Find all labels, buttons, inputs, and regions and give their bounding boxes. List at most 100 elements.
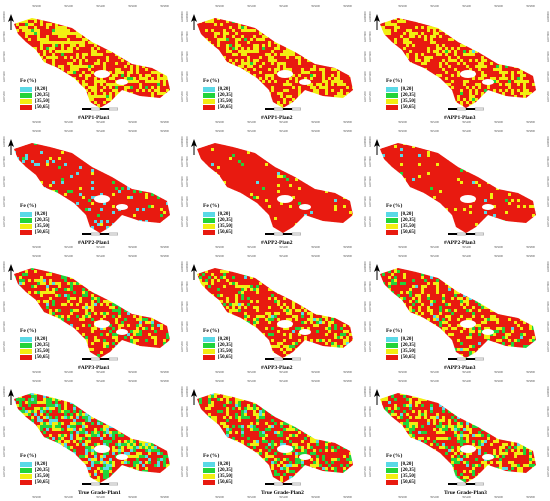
legend-title: Fe (%): [203, 203, 233, 209]
y-tick-label: 4207800: [2, 282, 6, 293]
unmined-area: [94, 195, 110, 203]
x-tick-label: 395800: [160, 370, 169, 374]
grade-map: [14, 268, 170, 358]
y-tick-label: 4207600: [185, 302, 189, 313]
x-tick-label: 395000: [398, 4, 407, 8]
legend-label: [50,65]: [35, 105, 50, 110]
map-panel-p7: 395000 395000 395200 395200 395400 395400 3956…: [2, 252, 184, 376]
x-tick-label: 395600: [128, 120, 137, 124]
x-tick-label: 395800: [160, 379, 169, 383]
x-tick-label: 395000: [398, 120, 407, 124]
legend-label: [0,20]: [401, 212, 413, 217]
legend-item: [50,65]: [386, 479, 416, 485]
legend: Fe (%) [0,20] [20,35] [35,50] [50,65]: [203, 78, 233, 110]
legend-item: [0,20]: [203, 336, 233, 342]
y-tick-label: 4208000: [180, 137, 184, 148]
legend-swatch: [203, 467, 215, 473]
y-tick-label: 4207400: [363, 447, 367, 458]
legend-label: [35,50]: [218, 99, 233, 104]
legend-item: [0,20]: [203, 86, 233, 92]
x-tick-label: 395400: [279, 370, 288, 374]
y-tick-label: 4207600: [368, 427, 372, 438]
unmined-area: [482, 79, 494, 85]
legend-item: [50,65]: [386, 229, 416, 235]
y-tick-label: 4207800: [368, 32, 372, 43]
unmined-area: [460, 445, 476, 453]
legend-item: [0,20]: [386, 211, 416, 217]
x-tick-label: 395000: [215, 495, 224, 499]
y-tick-label: 4207600: [546, 52, 550, 63]
map-panel-p10: 395000 395000 395200 395200 395400 395400 3956…: [2, 377, 184, 501]
legend-swatch: [20, 92, 32, 98]
x-tick-label: 395200: [247, 254, 256, 258]
north-arrow-icon: [8, 14, 14, 30]
x-tick-label: 395600: [128, 495, 137, 499]
legend-label: [20,35]: [35, 343, 50, 348]
y-tick-label: 4207800: [368, 157, 372, 168]
scale-bar: [265, 482, 301, 486]
y-tick-label: 4207800: [185, 32, 189, 43]
legend-swatch: [203, 98, 215, 104]
legend-swatch: [20, 479, 32, 485]
legend-swatch: [20, 229, 32, 235]
legend-label: [35,50]: [218, 474, 233, 479]
unmined-area: [277, 445, 293, 453]
x-tick-label: 395200: [247, 379, 256, 383]
legend-label: [50,65]: [35, 480, 50, 485]
legend-label: [35,50]: [35, 99, 50, 104]
legend-swatch: [386, 479, 398, 485]
x-tick-label: 395200: [430, 254, 439, 258]
x-tick-label: 395600: [311, 4, 320, 8]
legend-label: [50,65]: [35, 355, 50, 360]
x-tick-label: 395800: [343, 379, 352, 383]
panel-title: #APP3-Plan2: [261, 365, 292, 371]
y-tick-label: 4207200: [546, 92, 550, 103]
map-panel-p1: 395000 395000 395200 395200 395400 395400 3956…: [2, 2, 184, 126]
y-tick-label: 4208000: [546, 12, 550, 23]
legend-label: [35,50]: [218, 349, 233, 354]
legend-swatch: [20, 98, 32, 104]
legend-title: Fe (%): [203, 328, 233, 334]
x-tick-label: 395400: [279, 120, 288, 124]
x-tick-label: 395800: [160, 120, 169, 124]
legend-swatch: [386, 217, 398, 223]
legend-item: [20,35]: [386, 92, 416, 98]
legend-label: [20,35]: [401, 468, 416, 473]
unmined-area: [299, 204, 311, 210]
legend-label: [20,35]: [35, 93, 50, 98]
legend-item: [35,50]: [20, 223, 50, 229]
x-tick-label: 395400: [462, 254, 471, 258]
scale-bar: [265, 232, 301, 236]
legend: Fe (%) [0,20] [20,35] [35,50] [50,65]: [386, 328, 416, 360]
unmined-area: [116, 204, 128, 210]
legend-swatch: [20, 342, 32, 348]
y-tick-label: 4207600: [2, 302, 6, 313]
legend-item: [0,20]: [386, 86, 416, 92]
x-tick-label: 395200: [64, 129, 73, 133]
unmined-area: [277, 320, 293, 328]
north-arrow-icon: [191, 389, 197, 405]
panel-title: True Grade-Plan1: [78, 490, 121, 496]
y-tick-label: 4208000: [363, 262, 367, 273]
x-tick-label: 395000: [32, 4, 41, 8]
y-tick-label: 4207600: [363, 177, 367, 188]
x-tick-label: 395000: [215, 254, 224, 258]
legend-label: [20,35]: [218, 218, 233, 223]
x-tick-label: 395200: [247, 120, 256, 124]
y-tick-label: 4207800: [180, 407, 184, 418]
y-tick-label: 4207800: [180, 157, 184, 168]
x-tick-label: 395400: [462, 379, 471, 383]
legend-swatch: [203, 342, 215, 348]
legend-swatch: [203, 348, 215, 354]
scale-bar: [265, 357, 301, 361]
y-tick-label: 4207800: [546, 32, 550, 43]
x-tick-label: 395800: [526, 254, 535, 258]
unmined-area: [299, 454, 311, 460]
x-tick-label: 395800: [526, 120, 535, 124]
y-tick-label: 4208000: [180, 387, 184, 398]
x-tick-label: 395400: [279, 254, 288, 258]
unmined-area: [460, 320, 476, 328]
x-tick-label: 395800: [526, 4, 535, 8]
y-tick-label: 4207200: [185, 342, 189, 353]
x-tick-label: 395400: [96, 120, 105, 124]
